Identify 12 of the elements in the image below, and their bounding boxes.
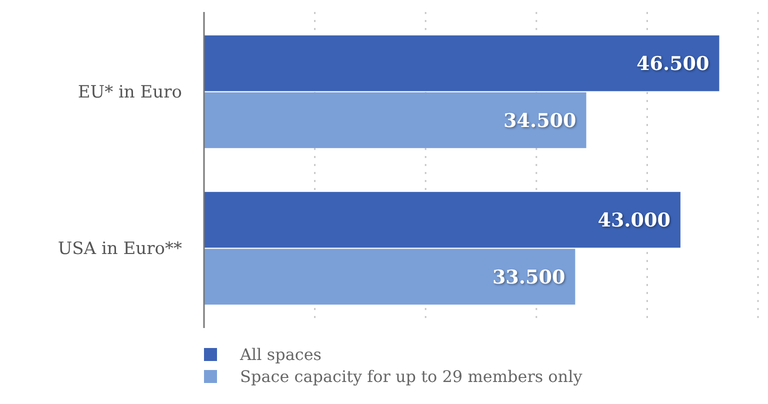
bar — [204, 248, 576, 305]
data-label: 43.000 — [598, 209, 670, 232]
data-label: 46.500 — [636, 52, 710, 75]
bar — [204, 192, 680, 248]
legend-label: All spaces — [239, 345, 322, 364]
legend-label: Space capacity for up to 29 members only — [240, 367, 582, 386]
bar — [204, 35, 720, 92]
y-tick-label: USA in Euro** — [58, 239, 182, 260]
y-tick-label: EU* in Euro — [78, 82, 182, 103]
data-label: 33.500 — [492, 266, 566, 288]
data-label: 34.500 — [504, 110, 576, 132]
bar — [204, 92, 586, 148]
